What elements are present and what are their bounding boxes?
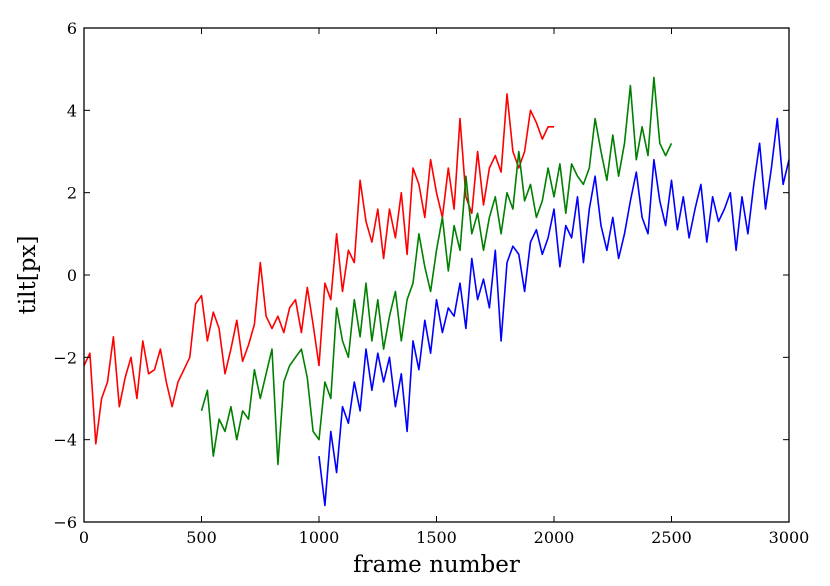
- x-tick-label: 2000: [534, 528, 575, 547]
- x-tick-label: 500: [186, 528, 217, 547]
- series-layer: [83, 76, 790, 507]
- series-line-3: [318, 117, 790, 507]
- x-tick-label: 1000: [299, 528, 340, 547]
- y-tick-label: −6: [53, 513, 77, 532]
- y-tick-label: −4: [53, 431, 77, 450]
- ticks-layer: 0 500 1000 1500 2000 2500 3000 −6 −4 −2 0 2 4 6: [53, 19, 809, 547]
- x-tick-label: 0: [79, 528, 89, 547]
- plot-area-frame: [83, 27, 790, 523]
- y-tick-label: 4: [67, 101, 77, 120]
- x-tick-label: 2500: [651, 528, 692, 547]
- x-tick-label: 1500: [416, 528, 457, 547]
- y-tick-label: 6: [67, 19, 77, 38]
- y-tick-label: −2: [53, 348, 77, 367]
- y-tick-label: 0: [67, 266, 77, 285]
- y-axis-label: tilt[px]: [15, 236, 41, 315]
- x-axis-label: frame number: [353, 552, 520, 578]
- series-line-2: [200, 76, 673, 466]
- series-line-1: [83, 93, 554, 445]
- y-tick-label: 2: [67, 184, 77, 203]
- x-tick-label: 3000: [769, 528, 810, 547]
